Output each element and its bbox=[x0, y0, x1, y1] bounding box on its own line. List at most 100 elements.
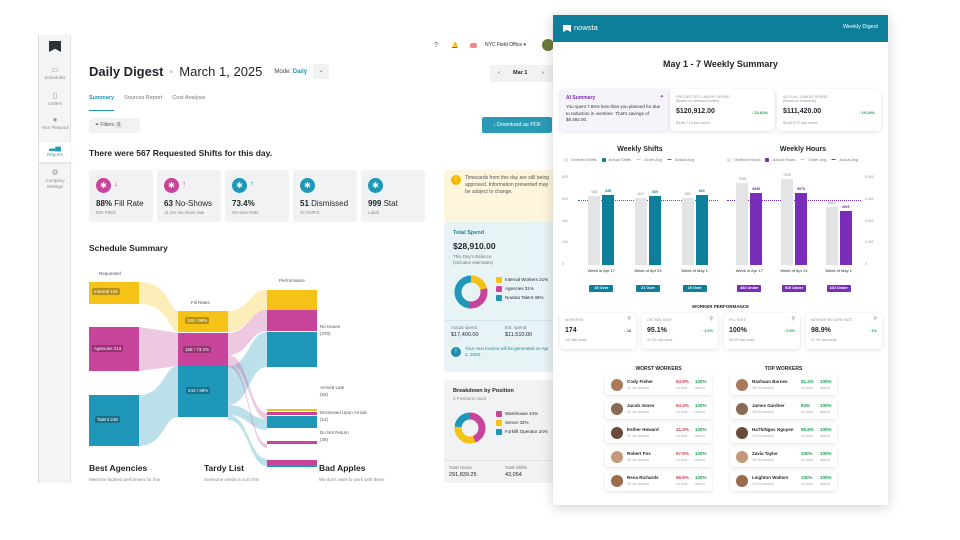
legend-item: Actual Avg bbox=[831, 157, 858, 162]
spend-sub2: (includes estimates) bbox=[453, 260, 494, 265]
sidebar-item-flexpool[interactable]: ● Your Flexpool bbox=[39, 115, 71, 131]
bar bbox=[602, 194, 615, 265]
flow-internal bbox=[139, 282, 178, 332]
node-arrived-late bbox=[267, 416, 317, 428]
tardy-list-sub: Someone needs to turn this bbox=[204, 477, 260, 482]
outcome-label: Arrived Late bbox=[320, 385, 345, 390]
legend-item: Actual Hours bbox=[765, 157, 795, 162]
filters-button[interactable]: ⏷ Filters 0 bbox=[89, 118, 140, 133]
office-selector[interactable]: NYC Field Office ▾ bbox=[485, 42, 527, 48]
perf-label: WORKER RETURN RATE bbox=[811, 318, 853, 322]
top-worker-row[interactable]: HaThiNgoc Nguyen 34 hrs worked 95.8% 100% on… bbox=[730, 423, 837, 443]
legend-label: Actual Avg bbox=[839, 157, 859, 162]
perf-last-week: 99.4% last week bbox=[729, 338, 755, 342]
legend-swatch bbox=[496, 286, 502, 292]
on-time-rate: 84% bbox=[801, 403, 811, 408]
stat-number: 999 bbox=[368, 199, 382, 208]
worst-worker-row[interactable]: Jacob Jones 26 hrs worked 63.4% 100% on-time… bbox=[605, 399, 712, 419]
legend-marker bbox=[601, 157, 606, 162]
person-icon: ⚲ bbox=[791, 316, 795, 322]
mode-label: Mode: Daily bbox=[274, 69, 307, 75]
bar bbox=[736, 182, 749, 265]
node-label: Talent 248 bbox=[95, 416, 120, 423]
performance-card: WORKER RETURN RATE ⚲ 98.9% ↑ 1% 97.9% last w… bbox=[806, 313, 882, 349]
perf-change: ↑ 1% bbox=[868, 329, 877, 333]
y-tick-label: 800 bbox=[562, 175, 568, 179]
card-last-week: $158,713 last week bbox=[676, 120, 711, 125]
trend-arrow-icon: ↑ bbox=[182, 179, 186, 188]
attend-rate: 100% bbox=[695, 475, 707, 480]
variance-badge: 21 Over bbox=[636, 285, 660, 292]
sidebar-item-schedules[interactable]: ▭ Schedules bbox=[39, 65, 71, 81]
worker-name: Rashaun Barnes bbox=[752, 379, 788, 384]
avatar[interactable] bbox=[542, 39, 554, 51]
x-category-label: Week of Apr 24 bbox=[780, 268, 808, 273]
flow-talent-dnr bbox=[228, 415, 267, 466]
legend-swatch bbox=[496, 420, 502, 426]
outcome-label: Do Not Return bbox=[320, 430, 349, 435]
top-worker-row[interactable]: Rashaun Barnes 38 hrs worked 91.4% 100% on-t… bbox=[730, 375, 837, 395]
on-time-label: on-time bbox=[676, 410, 688, 414]
y-tick-label: 4,000 bbox=[865, 218, 874, 223]
node-fill-internal bbox=[178, 311, 228, 332]
sidebar-item-orders[interactable]: ▯ Orders bbox=[39, 91, 71, 107]
page-header: Daily Digest • March 1, 2025 Mode: Daily… bbox=[89, 64, 330, 79]
bar-value-label: 6656 bbox=[752, 186, 761, 191]
download-label: Download as PDF bbox=[496, 122, 542, 128]
worst-worker-row[interactable]: Rena Richards 25 hrs worked 56.6% 100% on-ti… bbox=[605, 471, 712, 491]
top-worker-row[interactable]: Zavia Taylor 36 hrs worked 100% 100% on-time… bbox=[730, 447, 837, 467]
tab-summary[interactable]: Summary bbox=[89, 95, 115, 111]
actual-spend-value: $17,400.00 bbox=[451, 332, 479, 338]
mode-dropdown[interactable]: ⌄ bbox=[313, 64, 330, 79]
sidebar-item-reports[interactable]: ▂▄ Reports bbox=[39, 142, 71, 162]
tab-sources-report[interactable]: Sources Report bbox=[124, 95, 163, 101]
bar bbox=[635, 197, 647, 265]
filter-icon: ⏷ bbox=[95, 122, 100, 128]
stat-icon: ✱ bbox=[368, 178, 383, 193]
attend-label: attend bbox=[820, 434, 830, 438]
node-late-internal bbox=[267, 409, 317, 411]
sidebar-item-company-settings[interactable]: ⚙ Company Settings bbox=[39, 168, 71, 190]
flow-agencies bbox=[139, 327, 178, 371]
worst-worker-row[interactable]: Robert Fox 33 hrs worked 57.6% 100% on-time a… bbox=[605, 447, 712, 467]
prev-date-button[interactable]: ‹ bbox=[498, 70, 500, 76]
node-no-issues bbox=[267, 332, 317, 367]
worst-worker-row[interactable]: Cody Fisher 31 hrs worked 63.8% 100% on-time… bbox=[605, 375, 712, 395]
donut-slice bbox=[454, 412, 486, 444]
logo-icon bbox=[49, 41, 61, 52]
ai-summary-title: AI Summary bbox=[566, 95, 596, 101]
attend-rate: 100% bbox=[820, 403, 832, 408]
legend-item: Warehouse 44% bbox=[496, 411, 552, 417]
stat-sub: 504 Filled bbox=[96, 210, 116, 215]
column-label: Performance bbox=[279, 278, 305, 283]
tab-cost-analysis[interactable]: Cost Analysis bbox=[172, 95, 206, 101]
worst-worker-row[interactable]: Esther Howard 29 hrs worked 41.2% 100% on-ti… bbox=[605, 423, 712, 443]
est-spend-value: $11,510.00 bbox=[505, 332, 533, 338]
weekly-header: nowsta Weekly Digest bbox=[553, 15, 888, 42]
top-worker-row[interactable]: James Gardner 28 hrs worked 84% 100% on-time… bbox=[730, 399, 837, 419]
x-category-label: Week of Apr 24 bbox=[634, 268, 662, 273]
node-no-issues-internal bbox=[267, 290, 317, 310]
node-do-not-return-talent bbox=[267, 465, 317, 467]
help-icon[interactable]: ? bbox=[434, 42, 438, 49]
download-pdf-button[interactable]: ↓ Download as PDF bbox=[482, 117, 552, 133]
sankey-labels: Requested Fill Rates Performance Interna… bbox=[79, 265, 439, 465]
card-sub: (Based on timecards) bbox=[783, 99, 817, 103]
attend-label: attend bbox=[695, 482, 705, 486]
next-date-button[interactable]: › bbox=[542, 70, 544, 76]
bell-icon[interactable]: 🔔 bbox=[451, 43, 459, 49]
flow-talent bbox=[139, 366, 178, 446]
node-fill-talent bbox=[178, 366, 228, 417]
best-agencies-sub: Meet the highest performers for this bbox=[89, 477, 161, 482]
bar bbox=[825, 206, 838, 265]
x-category-label: Week of Apr 17 bbox=[587, 268, 615, 273]
legend-label: Internal Workers 21% bbox=[505, 277, 549, 282]
stat-card: ✱ 999 Stat Label bbox=[361, 170, 425, 222]
header-right-label: Weekly Digest bbox=[842, 24, 878, 30]
attend-rate: 100% bbox=[695, 451, 707, 456]
legend-item: Forklift Operator 24% bbox=[496, 429, 552, 435]
top-worker-row[interactable]: Leighton Walters 34 hrs worked 100% 100% on-… bbox=[730, 471, 837, 491]
flow-agencies-no-issues bbox=[228, 310, 267, 355]
bar bbox=[750, 192, 763, 265]
breakdown-totals: Total Hours 291,839.25 Total Shifts 43,0… bbox=[444, 460, 554, 483]
